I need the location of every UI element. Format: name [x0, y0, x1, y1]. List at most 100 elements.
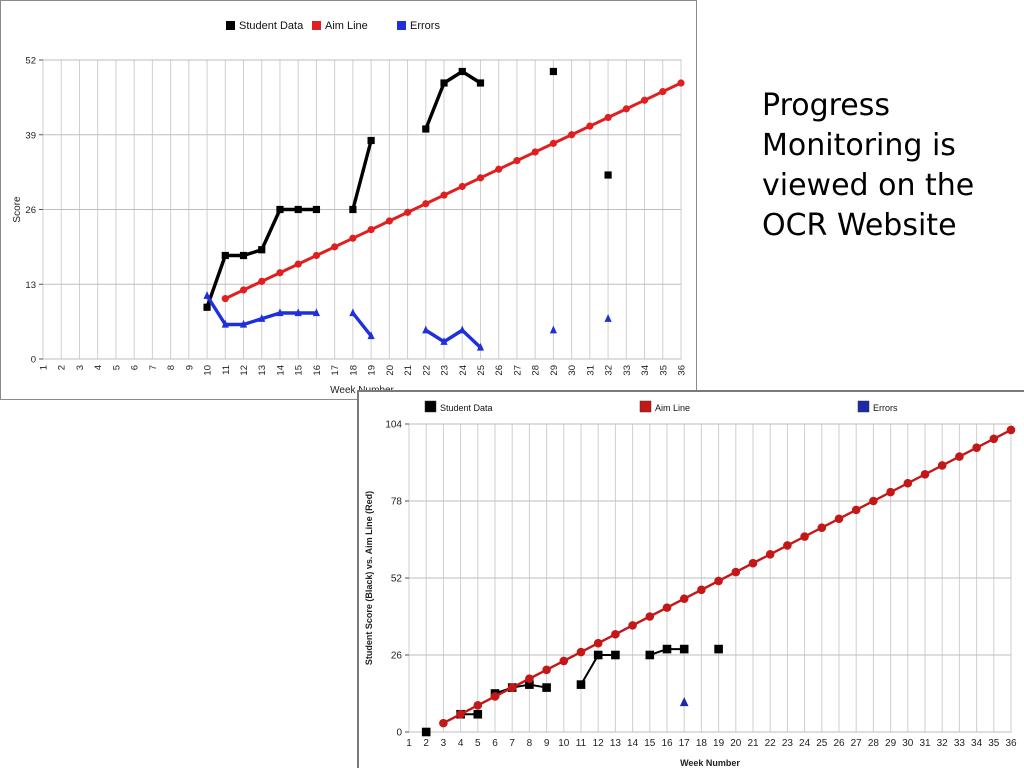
student-data-point	[258, 246, 266, 254]
legend-label: Aim Line	[655, 403, 690, 413]
aim-line-point	[490, 692, 500, 701]
errors-point	[440, 337, 448, 345]
student-data-point	[312, 205, 321, 214]
x-tick-label: 17	[679, 738, 691, 749]
x-tick-label: 8	[527, 738, 533, 749]
student-data-line	[424, 69, 482, 130]
student-data-point	[239, 251, 248, 260]
student-data-point	[662, 644, 672, 654]
x-tick-label: 13	[257, 365, 268, 376]
aim-line-point	[972, 443, 981, 452]
y-axis-label: Student Score (Black) vs. Aim Line (Red)	[364, 491, 374, 665]
student-data-line	[351, 140, 373, 210]
aim-line-point	[559, 656, 569, 666]
x-tick-label: 29	[885, 738, 897, 749]
x-tick-label: 10	[203, 365, 214, 376]
aim-line-point	[239, 286, 248, 294]
aim-line-point	[495, 165, 503, 173]
x-tick-label: 23	[782, 738, 794, 749]
x-tick-label: 14	[627, 738, 639, 749]
x-tick-label: 24	[458, 365, 469, 376]
legend-label: Errors	[873, 403, 898, 413]
aim-line-point	[869, 496, 878, 506]
x-tick-label: 7	[509, 738, 515, 749]
aim-line-point	[886, 487, 895, 497]
x-tick-label: 22	[765, 738, 777, 749]
x-tick-label: 21	[403, 365, 414, 376]
x-tick-label: 12	[239, 365, 250, 376]
aim-line-point	[611, 629, 620, 639]
aim-line-point	[312, 251, 321, 260]
legend-swatch	[857, 400, 870, 413]
legend-swatch	[639, 400, 652, 413]
x-tick-label: 13	[610, 738, 622, 749]
aim-line-point	[714, 576, 723, 586]
aim-line-point	[542, 665, 551, 675]
student-data-point	[525, 680, 534, 689]
legend-swatch	[397, 21, 406, 30]
aim-line-line	[442, 428, 1012, 725]
x-tick-label: 11	[221, 365, 232, 375]
x-tick-label: 18	[348, 365, 359, 376]
aim-line-point	[586, 122, 594, 130]
x-tick-label: 1	[39, 365, 50, 370]
legend-swatch	[226, 21, 235, 30]
student-data-point	[458, 67, 466, 76]
x-tick-label: 19	[367, 365, 378, 376]
x-tick-label: 35	[988, 738, 1000, 749]
y-tick-label: 78	[391, 497, 403, 508]
student-data-point	[276, 205, 284, 214]
student-data-point	[576, 680, 586, 689]
y-tick-label: 0	[396, 728, 402, 739]
slide-text: Progress Monitoring is viewed on the OCR…	[762, 88, 975, 243]
aim-line-point	[439, 718, 448, 728]
aim-line-point	[640, 96, 649, 104]
student-data-point	[367, 136, 375, 145]
x-tick-label: 2	[423, 738, 429, 749]
x-tick-label: 25	[476, 365, 487, 376]
x-tick-label: 14	[275, 365, 286, 376]
x-axis-label: Week Number	[680, 758, 740, 768]
y-tick-label: 52	[391, 574, 403, 585]
x-tick-label: 19	[713, 738, 725, 749]
aim-line-point	[458, 182, 466, 191]
aim-line-point	[349, 234, 357, 242]
x-tick-label: 27	[851, 738, 863, 749]
x-tick-label: 26	[833, 738, 845, 749]
x-tick-label: 25	[816, 738, 828, 749]
y-tick-label: 104	[385, 420, 402, 431]
x-tick-label: 8	[166, 365, 177, 370]
x-tick-label: 20	[730, 738, 742, 749]
errors-point	[312, 308, 321, 317]
x-tick-label: 4	[93, 365, 104, 370]
errors-point	[679, 697, 689, 707]
x-tick-label: 33	[622, 365, 633, 376]
aim-line-point	[937, 461, 947, 470]
aim-line-point	[748, 558, 758, 568]
aim-line-point	[628, 621, 637, 630]
x-tick-label: 12	[593, 738, 605, 749]
aim-line-point	[385, 217, 393, 225]
aim-line-point	[276, 269, 284, 277]
legend-label: Student Data	[239, 20, 304, 32]
aim-line-point	[731, 567, 741, 577]
aim-line-point	[677, 79, 685, 87]
x-tick-label: 9	[184, 365, 195, 370]
x-tick-label: 15	[294, 365, 305, 376]
x-tick-label: 34	[971, 738, 983, 749]
aim-line-point	[800, 532, 809, 541]
student-data-point	[473, 709, 483, 719]
errors-point	[221, 319, 229, 328]
x-tick-label: 11	[576, 738, 587, 749]
aim-line-point	[659, 88, 667, 96]
student-data-line	[494, 683, 547, 695]
aim-line-point	[697, 585, 706, 595]
chart-top: 0 13 26 39 52 1 2 3 4 5 6 7 8 9 10 11 12 13 14 15 16 17 18 19 20…	[0, 0, 697, 400]
aim-line-point	[783, 541, 792, 550]
errors-point	[549, 325, 557, 334]
aim-line-point	[294, 260, 302, 268]
aim-line-point	[221, 295, 229, 303]
x-tick-label: 16	[661, 738, 673, 749]
